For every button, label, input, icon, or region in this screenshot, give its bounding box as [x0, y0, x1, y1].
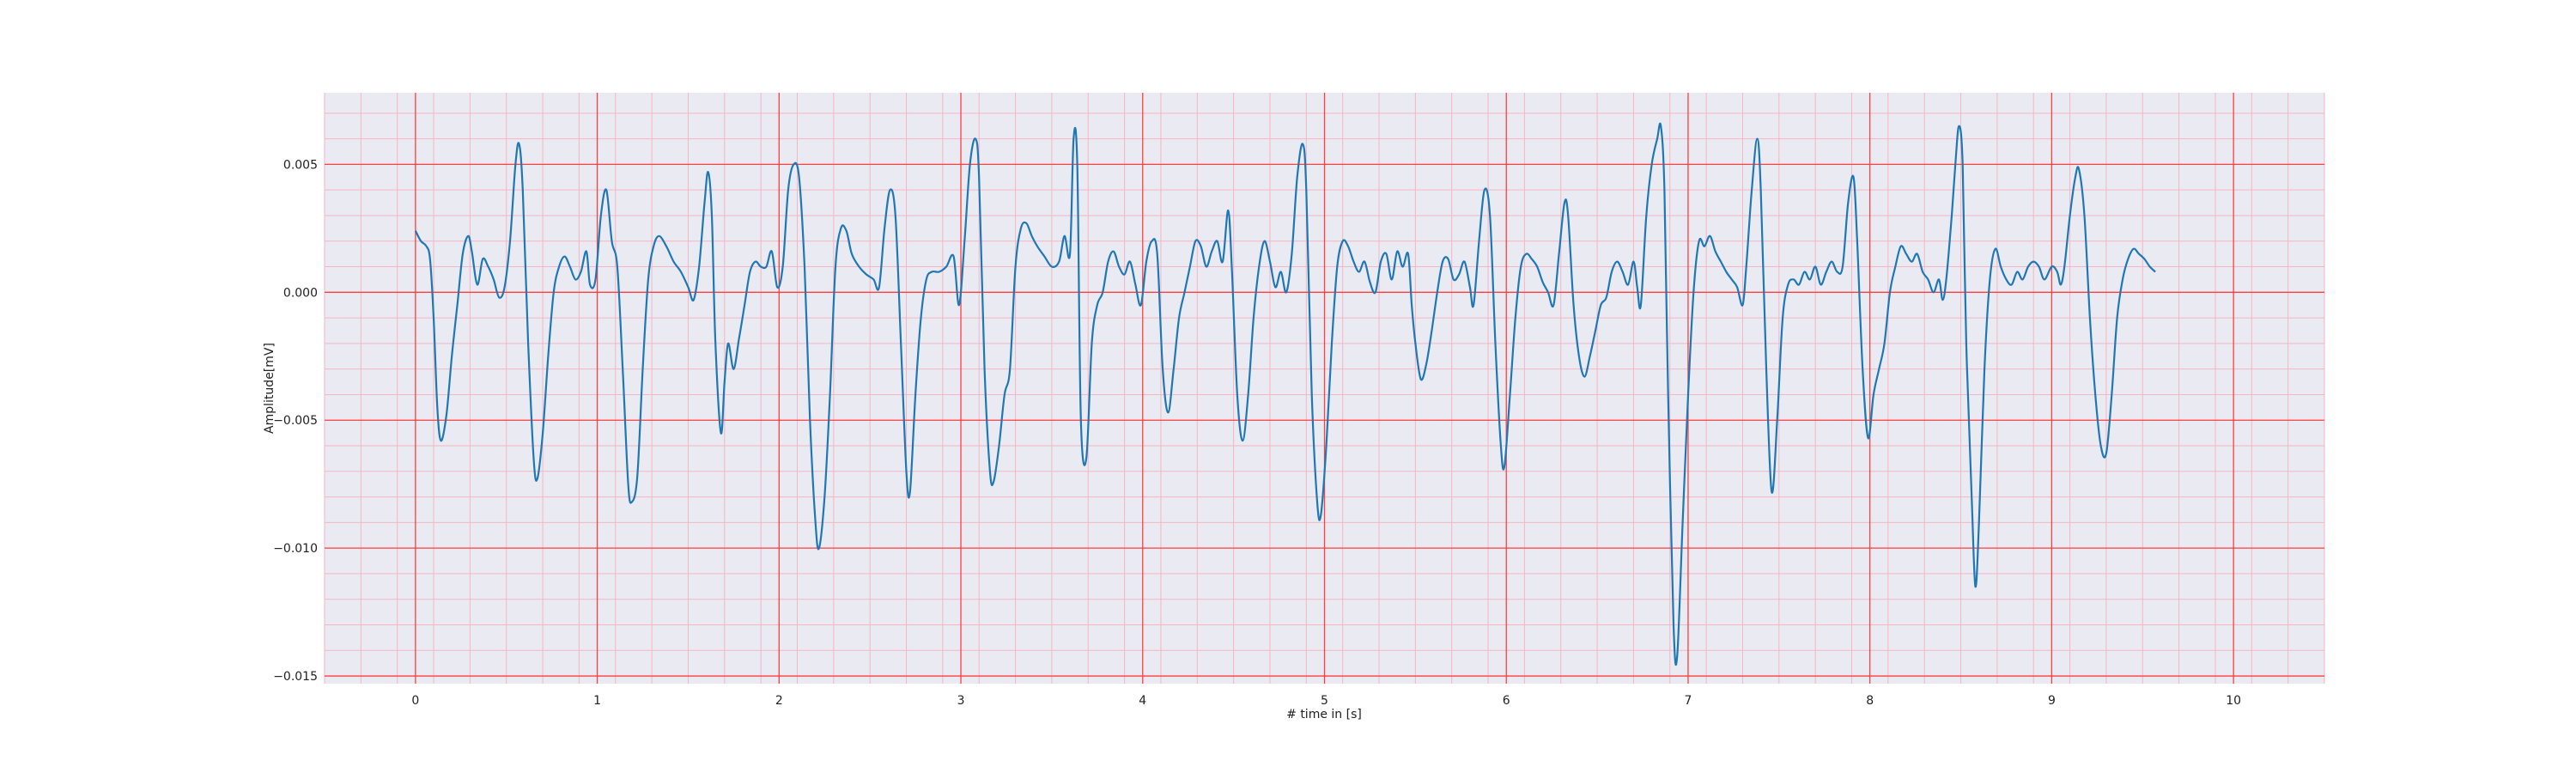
y-tick-label: 0.005: [283, 158, 318, 172]
series-line-0: [414, 122, 2156, 666]
x-tick-label: 5: [1321, 694, 1328, 708]
x-tick-label: 6: [1503, 694, 1510, 708]
x-tick-label: 9: [2048, 694, 2056, 708]
y-tick-label: −0.015: [273, 670, 318, 684]
x-tick-label: 0: [411, 694, 419, 708]
major-grid: [325, 93, 2324, 684]
y-tick-label: −0.005: [273, 414, 318, 428]
x-axis-label: # time in [s]: [1286, 708, 1362, 721]
y-tick-label: −0.010: [273, 542, 318, 556]
x-tick-label: 2: [775, 694, 783, 708]
y-tick-label: 0.000: [283, 286, 318, 300]
x-tick-label: 3: [957, 694, 965, 708]
x-tick-label: 1: [593, 694, 601, 708]
y-axis-label: Amplitude[mV]: [263, 343, 276, 434]
x-tick-label: 8: [1866, 694, 1874, 708]
y-axis: 0.005 0.000 −0.005 −0.010 −0.015: [273, 158, 318, 684]
x-tick-label: 7: [1684, 694, 1692, 708]
x-tick-label: 4: [1139, 694, 1146, 708]
x-axis: 0 1 2 3 4 5 6 7 8 9 10: [411, 694, 2241, 708]
x-tick-label: 10: [2226, 694, 2241, 708]
